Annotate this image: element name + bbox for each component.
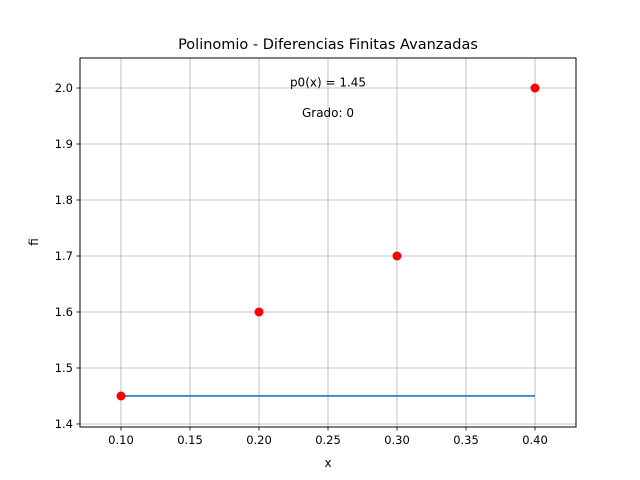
data-point: [254, 307, 264, 317]
annotation-text: Grado: 0: [302, 106, 354, 120]
data-point: [530, 83, 540, 93]
annotation-text: p0(x) = 1.45: [290, 75, 366, 89]
y-tick-label: 1.5: [55, 361, 73, 375]
annotations: p0(x) = 1.45 Grado: 0: [290, 75, 366, 120]
data-point: [116, 391, 126, 401]
y-tick-label: 2.0: [55, 81, 73, 95]
y-tick-label: 1.8: [55, 193, 73, 207]
x-axis-ticks: 0.10 0.15 0.20 0.25 0.30 0.35 0.40: [108, 427, 548, 447]
y-tick-label: 1.7: [55, 249, 73, 263]
y-tick-label: 1.4: [55, 417, 73, 431]
plot-series: [116, 83, 540, 401]
x-axis-label: x: [324, 456, 331, 470]
chart-title: Polinomio - Diferencias Finitas Avanzada…: [178, 37, 478, 53]
y-tick-label: 1.6: [55, 305, 73, 319]
y-axis-label: fi: [27, 238, 41, 246]
y-axis-ticks: 1.4 1.5 1.6 1.7 1.8 1.9 2.0: [55, 81, 80, 431]
x-tick-label: 0.25: [315, 433, 341, 447]
x-tick-label: 0.15: [177, 433, 203, 447]
x-tick-label: 0.40: [522, 433, 548, 447]
x-tick-label: 0.10: [108, 433, 134, 447]
data-point: [392, 251, 402, 261]
x-tick-label: 0.30: [384, 433, 410, 447]
y-tick-label: 1.9: [55, 137, 73, 151]
grid-lines: [80, 58, 576, 427]
x-tick-label: 0.20: [246, 433, 272, 447]
x-tick-label: 0.35: [453, 433, 479, 447]
